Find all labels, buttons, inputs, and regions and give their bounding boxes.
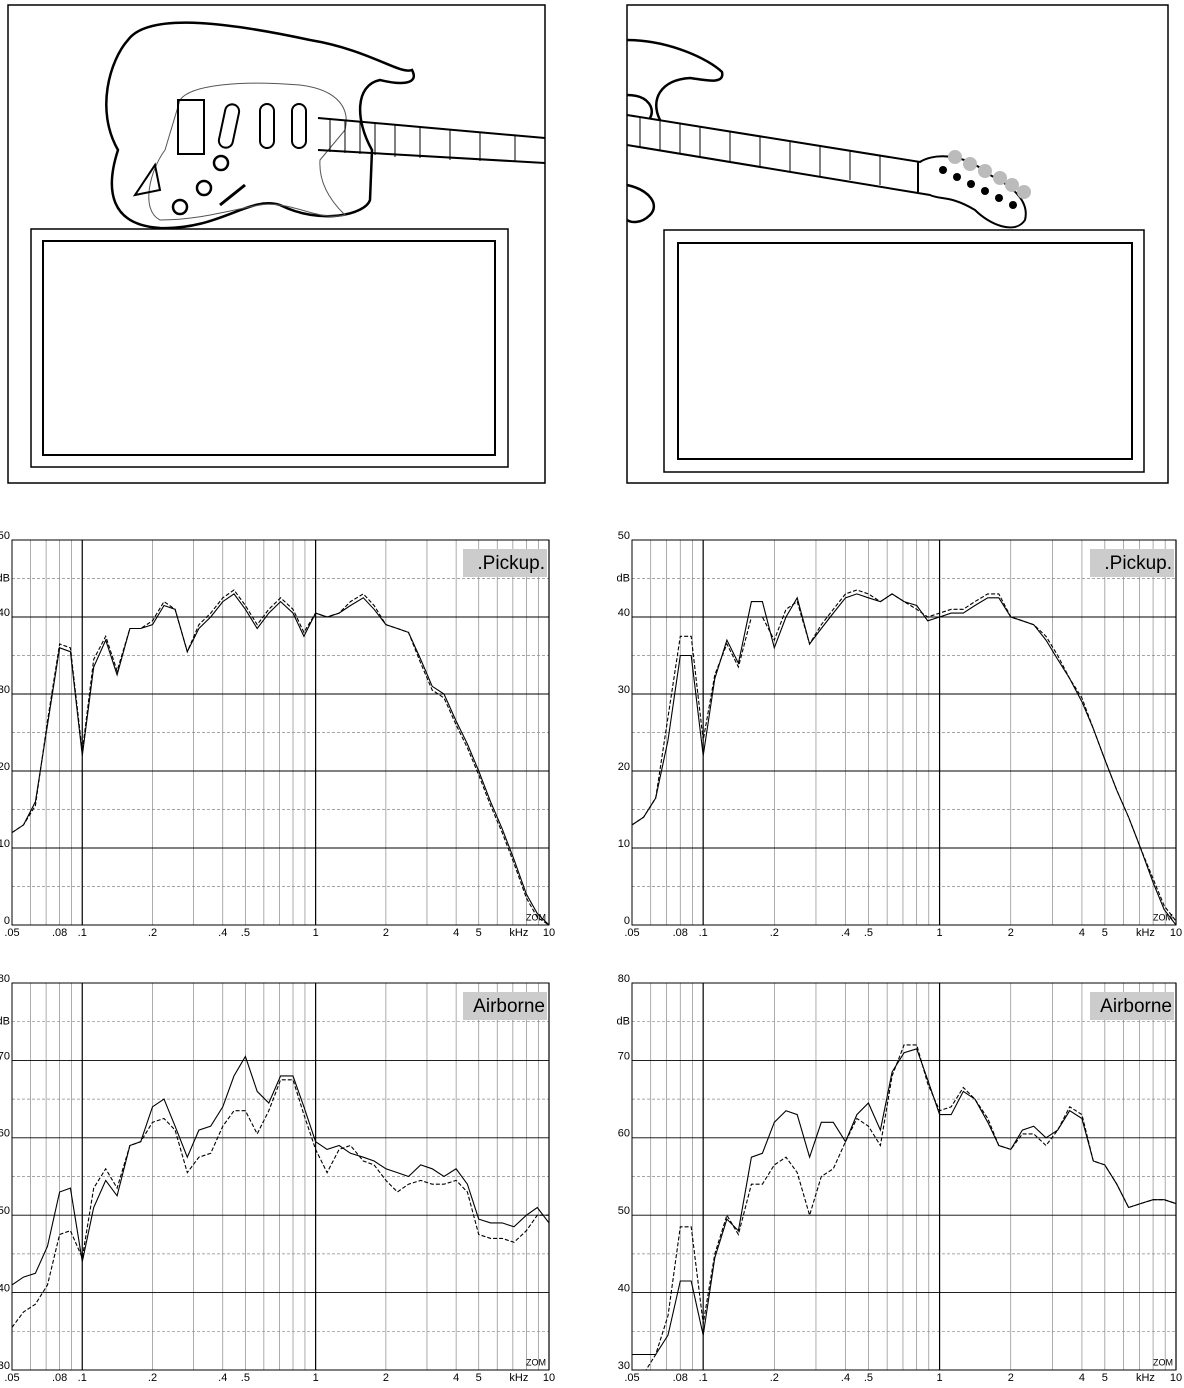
illustration-right [627,5,1168,483]
x-tick-label: .4 [218,1372,227,1384]
logo: ZOM [526,1357,546,1367]
y-tick-label: 50 [618,530,630,542]
x-tick-label: .1 [699,1372,708,1384]
series-line [12,590,549,925]
y-tick-label: 0 [624,915,630,927]
y-tick-label: 60 [618,1128,630,1140]
x-tick-label: 4 [453,1372,459,1384]
chart: .05 .08 .1 .2 .4 .5 1 2 4 5 10 0 10 20 30 40 50 dB kHz ZOM.… [0,530,555,939]
x-tick-label: .5 [241,927,250,939]
x-tick-label: .1 [78,927,87,939]
x-tick-label: 4 [1079,927,1085,939]
y-tick-label: 60 [0,1128,10,1140]
y-tick-label: 40 [0,607,10,619]
series-line [12,1057,549,1285]
y-tick-label: 30 [618,684,630,696]
x-tick-label: .05 [624,927,639,939]
chart-label: .Pickup. [477,553,545,574]
x-tick-label: 2 [383,927,389,939]
x-tick-label: .08 [673,1372,688,1384]
x-tick-label: .2 [148,927,157,939]
x-tick-label: .2 [770,1372,779,1384]
x-tick-label: 2 [1008,927,1014,939]
chart-label: .Pickup. [1104,553,1172,574]
series-line [632,594,1176,925]
x-tick-label: .05 [4,927,19,939]
y-tick-label: 80 [0,973,10,985]
y-tick-label: 10 [618,838,630,850]
x-tick-label: 5 [1102,927,1108,939]
y-tick-label: 80 [618,973,630,985]
y-tick-label: 50 [0,1205,10,1217]
x-tick-label: 5 [476,1372,482,1384]
x-tick-label: .5 [864,1372,873,1384]
page: .05.08.1.2.4.512451001020304050dBkHzZOM.… [0,0,1184,1388]
x-tick-label: .4 [841,1372,850,1384]
x-tick-label: 5 [1102,1372,1108,1384]
y-tick-label: 50 [618,1205,630,1217]
y-tick-label: 70 [0,1050,10,1062]
y-tick-label: 40 [0,1283,10,1295]
x-tick-label: 4 [453,927,459,939]
x-axis-label: kHz [509,927,528,939]
x-axis-label: kHz [1136,927,1155,939]
x-tick-label: 1 [937,1372,943,1384]
series-line [632,1049,1176,1355]
x-tick-label: 1 [313,1372,319,1384]
y-tick-label: 40 [618,1283,630,1295]
x-tick-label: 10 [543,1372,555,1384]
y-tick-label: 0 [4,915,10,927]
x-tick-label: 1 [937,927,943,939]
x-tick-label: .1 [78,1372,87,1384]
y-axis-label: dB [0,1016,10,1028]
chart-label: Airborne [1100,996,1172,1017]
y-axis-label: dB [617,572,630,584]
logo: ZOM [1153,1357,1173,1367]
y-tick-label: 10 [0,838,10,850]
y-axis-label: dB [0,572,10,584]
x-axis-label: kHz [1136,1372,1155,1384]
x-tick-label: .2 [770,927,779,939]
x-tick-label: .05 [624,1372,639,1384]
y-tick-label: 40 [618,607,630,619]
x-tick-label: .08 [52,1372,67,1384]
y-tick-label: 30 [0,684,10,696]
x-tick-label: .05 [4,1372,19,1384]
illustration-left [8,5,545,483]
x-tick-label: 2 [1008,1372,1014,1384]
x-tick-label: 10 [1170,927,1182,939]
x-tick-label: 5 [476,927,482,939]
x-tick-label: .5 [241,1372,250,1384]
x-tick-label: .4 [218,927,227,939]
series-line [632,590,1176,921]
y-tick-label: 30 [618,1360,630,1372]
x-tick-label: 10 [1170,1372,1182,1384]
x-tick-label: .5 [864,927,873,939]
chart: .05 .08 .1 .2 .4 .5 1 2 4 5 10 30 40 50 60 70 80 dB kHz ZOM… [617,973,1183,1386]
x-tick-label: .08 [52,927,67,939]
y-axis-label: dB [617,1016,630,1028]
x-tick-label: 10 [543,927,555,939]
x-tick-label: .4 [841,927,850,939]
series-line [12,1080,549,1328]
chart: .05 .08 .1 .2 .4 .5 1 2 4 5 10 30 40 50 60 70 80 dB kHz ZOM… [0,973,555,1384]
figure: .05.08.1.2.4.512451001020304050dBkHzZOM.… [0,0,1184,1388]
y-tick-label: 50 [0,530,10,542]
y-tick-label: 20 [0,761,10,773]
x-tick-label: .08 [673,927,688,939]
x-tick-label: 2 [383,1372,389,1384]
logo: ZOM [526,912,546,922]
x-tick-label: .1 [699,927,708,939]
y-tick-label: 30 [0,1360,10,1372]
y-tick-label: 20 [618,761,630,773]
x-tick-label: .2 [148,1372,157,1384]
chart-label: Airborne [473,996,545,1017]
x-tick-label: 4 [1079,1372,1085,1384]
series-line [12,594,549,925]
y-tick-label: 70 [618,1050,630,1062]
x-axis-label: kHz [509,1372,528,1384]
x-tick-label: 1 [313,927,319,939]
